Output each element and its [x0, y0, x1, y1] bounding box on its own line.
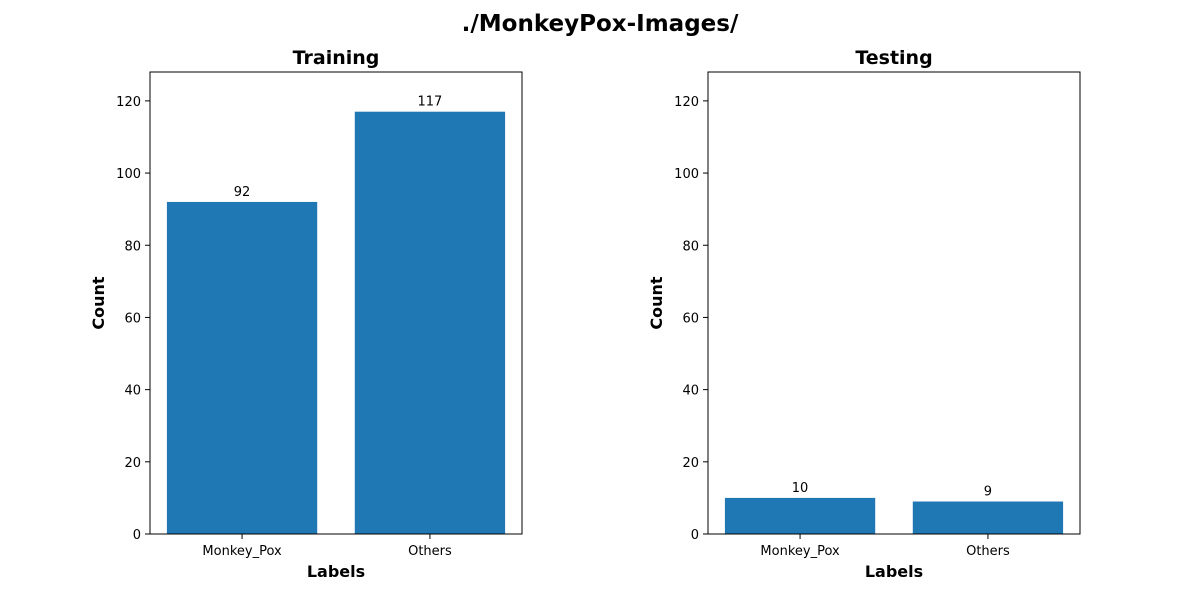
x-tick-label: Others — [408, 544, 452, 559]
y-tick-label: 80 — [124, 239, 141, 254]
x-axis-label: Labels — [865, 562, 923, 581]
bar-others — [912, 501, 1064, 534]
y-tick-label: 80 — [682, 239, 699, 254]
x-tick-label: Others — [966, 544, 1010, 559]
bar-value-label: 92 — [234, 185, 251, 200]
y-tick-label: 120 — [674, 95, 699, 110]
subplot-1: 92 Monkey_Pox 117 Others 0 20 40 60 80 100 120 Trai… — [89, 47, 523, 581]
bar-value-label: 117 — [418, 95, 443, 110]
bar-others — [354, 111, 506, 534]
y-tick-label: 100 — [674, 167, 699, 182]
x-axis-label: Labels — [307, 562, 365, 581]
y-tick-label: 60 — [124, 311, 141, 326]
y-tick-label: 0 — [691, 528, 699, 543]
y-tick-label: 40 — [682, 384, 699, 399]
y-tick-label: 20 — [682, 456, 699, 471]
y-axis-label: Count — [647, 276, 666, 330]
axes-frame — [149, 71, 523, 535]
bar-monkey-pox — [166, 201, 318, 534]
y-tick-label: 40 — [124, 384, 141, 399]
x-tick-label: Monkey_Pox — [760, 544, 840, 559]
figure-title: ./MonkeyPox-Images/ — [462, 11, 739, 37]
subplot-2: 10 Monkey_Pox 9 Others 0 20 40 60 80 100 120 Testin… — [647, 47, 1081, 581]
y-tick-label: 120 — [116, 95, 141, 110]
y-tick-label: 0 — [133, 528, 141, 543]
axes-frame — [707, 71, 1081, 535]
y-tick-label: 60 — [682, 311, 699, 326]
y-axis-label: Count — [89, 276, 108, 330]
y-tick-label: 20 — [124, 456, 141, 471]
y-tick-label: 100 — [116, 167, 141, 182]
bar-value-label: 9 — [984, 485, 992, 500]
bar-value-label: 10 — [792, 481, 809, 496]
subplot-title: Testing — [855, 47, 932, 69]
subplot-title: Training — [293, 47, 380, 69]
bar-monkey-pox — [724, 497, 876, 534]
x-tick-label: Monkey_Pox — [202, 544, 282, 559]
